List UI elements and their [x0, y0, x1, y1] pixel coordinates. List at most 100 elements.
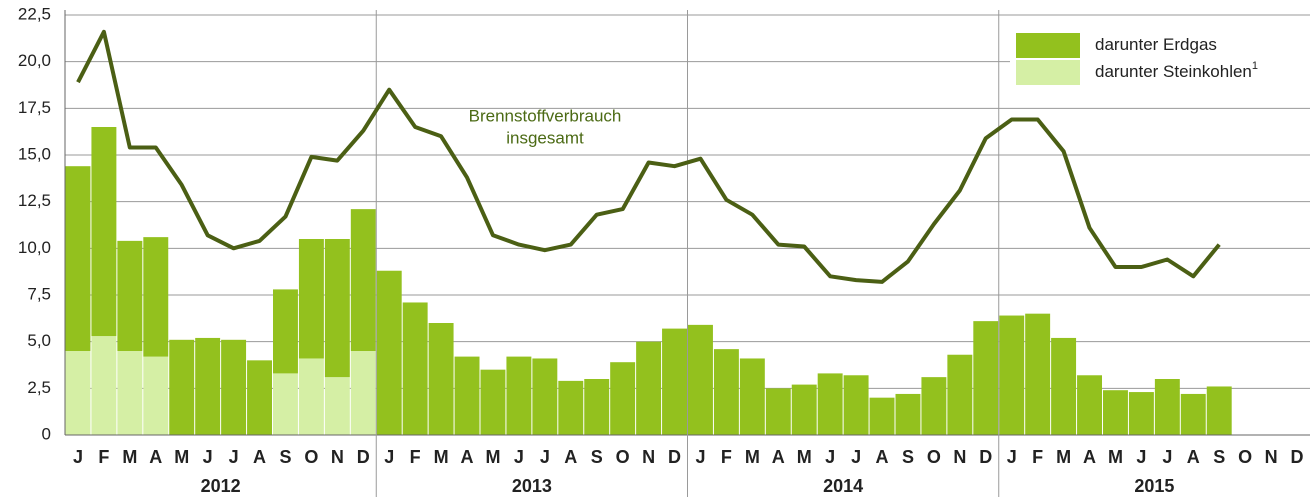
x-tick-label: O: [616, 447, 630, 467]
bar: [221, 339, 247, 435]
bar: [143, 237, 169, 357]
x-tick-label: M: [485, 447, 500, 467]
bar: [117, 240, 143, 351]
year-label: 2014: [823, 476, 863, 496]
x-tick-label: A: [772, 447, 785, 467]
x-tick-label: J: [203, 447, 213, 467]
bar: [1051, 337, 1077, 435]
x-tick-label: A: [461, 447, 474, 467]
bar: [324, 377, 350, 435]
x-tick-label: N: [642, 447, 655, 467]
x-tick-label: M: [122, 447, 137, 467]
bar: [1154, 379, 1180, 435]
y-tick-label: 17,5: [18, 98, 51, 117]
bar: [584, 379, 610, 435]
bar: [1025, 313, 1051, 435]
y-tick-label: 22,5: [18, 4, 51, 23]
x-tick-label: J: [540, 447, 550, 467]
bar: [1206, 386, 1232, 435]
x-tick-label: O: [304, 447, 318, 467]
year-label: 2015: [1134, 476, 1174, 496]
bar: [169, 339, 195, 435]
bar: [91, 127, 117, 337]
y-tick-label: 20,0: [18, 51, 51, 70]
legend-label-text: darunter Steinkohlen: [1095, 62, 1252, 81]
x-tick-label: A: [149, 447, 162, 467]
x-tick-label: J: [1136, 447, 1146, 467]
x-tick-label: F: [721, 447, 732, 467]
legend-swatch: [1016, 60, 1080, 85]
x-tick-label: A: [1187, 447, 1200, 467]
bar: [895, 393, 921, 435]
bar: [610, 362, 636, 435]
bar: [843, 375, 869, 435]
x-tick-label: S: [591, 447, 603, 467]
x-tick-label: D: [668, 447, 681, 467]
x-tick-label: D: [357, 447, 370, 467]
x-tick-label: O: [927, 447, 941, 467]
bar: [921, 377, 947, 435]
x-tick-label: M: [1108, 447, 1123, 467]
bar: [532, 358, 558, 435]
bar: [817, 373, 843, 435]
bar: [662, 328, 687, 435]
x-tick-label: M: [1056, 447, 1071, 467]
x-tick-label: J: [1007, 447, 1017, 467]
y-tick-label: 10,0: [18, 238, 51, 257]
y-tick-label: 7,5: [27, 284, 51, 303]
bar: [91, 336, 117, 435]
bar: [454, 356, 480, 435]
annotation: insgesamt: [506, 128, 584, 147]
x-tick-label: D: [1291, 447, 1304, 467]
bar: [117, 351, 143, 435]
bar: [298, 239, 324, 359]
x-tick-label: J: [851, 447, 861, 467]
x-tick-label: F: [1032, 447, 1043, 467]
x-tick-label: N: [331, 447, 344, 467]
bar: [739, 358, 765, 435]
bar: [350, 209, 376, 351]
y-tick-label: 15,0: [18, 144, 51, 163]
x-tick-label: J: [384, 447, 394, 467]
x-tick-label: A: [1083, 447, 1096, 467]
x-tick-label: F: [98, 447, 109, 467]
y-tick-label: 5,0: [27, 331, 51, 350]
x-tick-label: J: [73, 447, 83, 467]
bar: [869, 397, 895, 435]
x-tick-label: J: [514, 447, 524, 467]
x-tick-label: J: [229, 447, 239, 467]
bar: [636, 341, 662, 435]
bar: [273, 289, 298, 374]
x-tick-label: J: [1162, 447, 1172, 467]
x-tick-label: O: [1238, 447, 1252, 467]
bar: [350, 351, 376, 435]
x-tick-label: J: [695, 447, 705, 467]
bar: [1128, 392, 1154, 435]
bar: [247, 360, 272, 435]
bar: [298, 358, 324, 435]
legend-label: darunter Erdgas: [1095, 35, 1217, 54]
annotation: Brennstoffverbrauch: [469, 106, 622, 125]
bar: [558, 380, 584, 435]
bar: [428, 323, 454, 435]
y-tick-label: 2,5: [27, 378, 51, 397]
bar: [195, 337, 221, 435]
bar: [1103, 390, 1128, 435]
bar: [713, 349, 739, 435]
year-label: 2012: [201, 476, 241, 496]
x-tick-label: M: [797, 447, 812, 467]
bar: [1077, 375, 1102, 435]
x-tick-label: M: [174, 447, 189, 467]
x-tick-label: F: [410, 447, 421, 467]
x-tick-label: A: [876, 447, 889, 467]
x-tick-label: S: [902, 447, 914, 467]
x-tick-label: S: [1213, 447, 1225, 467]
bar: [376, 270, 402, 435]
bar: [688, 324, 713, 435]
bar: [324, 239, 350, 378]
x-tick-label: S: [279, 447, 291, 467]
bar: [273, 373, 298, 435]
legend-footnote: 1: [1252, 60, 1258, 72]
bar: [791, 384, 817, 435]
